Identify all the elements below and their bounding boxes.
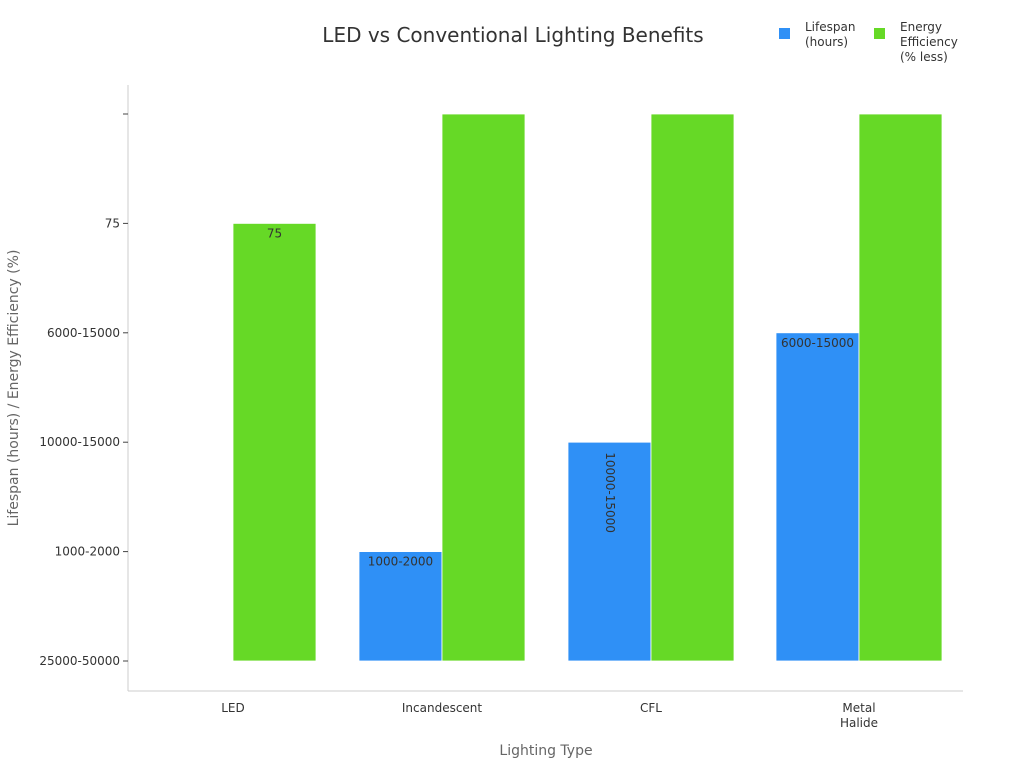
y-tick-label: 75 [105,216,120,230]
legend-swatch [779,28,790,39]
bar-efficiency [650,113,735,662]
bar-lifespan [567,441,652,662]
data-label: 10000-15000 [603,452,617,533]
y-tick-label: 1000-2000 [55,545,120,559]
bar-efficiency [441,113,526,662]
bar-lifespan [775,332,860,662]
legend-label: Energy Efficiency (% less) [900,20,958,64]
bar-efficiency [858,113,943,662]
x-axis-label: Lighting Type [499,743,592,759]
chart-title: LED vs Conventional Lighting Benefits [322,23,703,47]
y-tick-label: 6000-15000 [47,326,120,340]
bar-lifespan [358,551,443,662]
x-tick-label: CFL [640,701,662,715]
data-label: 6000-15000 [781,336,854,350]
y-axis-label: Lifespan (hours) / Energy Efficiency (%) [6,250,22,527]
x-tick-label: Incandescent [402,701,483,715]
y-tick-label: 25000-50000 [39,654,120,668]
x-tick-label: LED [221,701,245,715]
y-tick-label: 10000-15000 [39,435,120,449]
legend-swatch [874,28,885,39]
bar-efficiency [232,222,317,662]
data-label: 1000-2000 [368,555,433,569]
x-tick-label: Metal Halide [840,701,878,730]
legend-label: Lifespan (hours) [805,20,855,49]
data-label: 75 [267,226,282,240]
